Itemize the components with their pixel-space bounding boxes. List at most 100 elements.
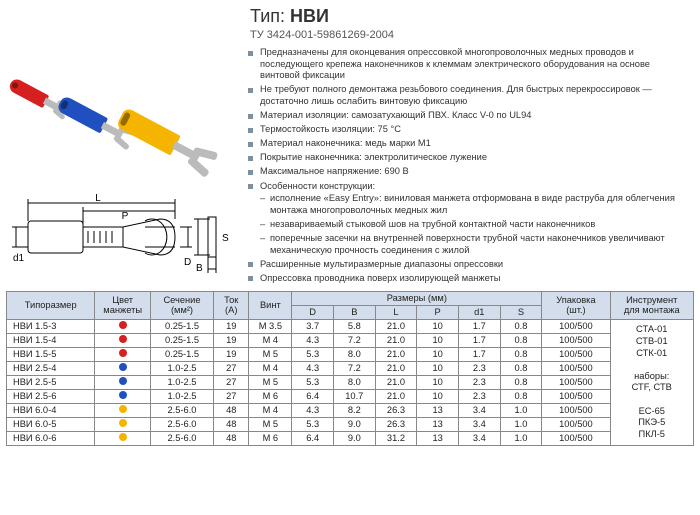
cell: 26.3 — [375, 403, 417, 417]
th-amp: Ток (А) — [214, 291, 249, 319]
svg-text:d1: d1 — [13, 253, 25, 264]
cell: 48 — [214, 431, 249, 445]
th-D: D — [292, 305, 334, 319]
cell: 1.7 — [458, 333, 500, 347]
tools-cell: СТА-01СТВ-01СТК-01 наборы:СТF, СТВ ЕС-65… — [610, 319, 693, 445]
cell: 0.25-1.5 — [150, 319, 213, 333]
cell: 48 — [214, 403, 249, 417]
cell: М 3.5 — [249, 319, 292, 333]
cell — [95, 347, 151, 361]
table-row: НВИ 6.0-42.5-6.048М 44.38.226.3133.41.01… — [7, 403, 694, 417]
bullet-item: Материал изоляции: самозатухающий ПВХ. К… — [248, 110, 690, 122]
table-row: НВИ 6.0-62.5-6.048М 66.49.031.2133.41.01… — [7, 431, 694, 445]
cell: 19 — [214, 347, 249, 361]
cell: 21.0 — [375, 333, 417, 347]
svg-text:P: P — [122, 211, 129, 222]
cell: 5.3 — [292, 375, 334, 389]
cell: НВИ 6.0-5 — [7, 417, 95, 431]
cell — [95, 361, 151, 375]
cell: 8.0 — [333, 375, 375, 389]
bullet-item: Максимальное напряжение: 690 В — [248, 166, 690, 178]
cell: 27 — [214, 361, 249, 375]
cell — [95, 389, 151, 403]
cell: 8.2 — [333, 403, 375, 417]
cell: 0.8 — [500, 347, 542, 361]
table-row: НВИ 1.5-30.25-1.519М 3.53.75.821.0101.70… — [7, 319, 694, 333]
svg-text:L: L — [95, 193, 101, 204]
cell: НВИ 2.5-6 — [7, 389, 95, 403]
schematic-svg: L P d1 D B S — [10, 191, 240, 286]
table-row: НВИ 2.5-61.0-2.527М 66.410.721.0102.30.8… — [7, 389, 694, 403]
cell: 9.0 — [333, 431, 375, 445]
bullet-sub-item: исполнение «Easy Entry»: виниловая манже… — [260, 193, 690, 216]
cell: М 6 — [249, 389, 292, 403]
cell: НВИ 2.5-5 — [7, 375, 95, 389]
th-L: L — [375, 305, 417, 319]
th-tool: Инструмент для монтажа — [610, 291, 693, 319]
bullet-item: Расширенные мультиразмерные диапазоны оп… — [248, 259, 690, 271]
cell: НВИ 2.5-4 — [7, 361, 95, 375]
description-column: Предназначены для оконцевания опрессовко… — [248, 47, 700, 287]
cell: 1.0-2.5 — [150, 375, 213, 389]
cell: 27 — [214, 389, 249, 403]
cell: 21.0 — [375, 347, 417, 361]
cell: 13 — [417, 417, 459, 431]
cell: 100/500 — [542, 417, 610, 431]
cell: 4.3 — [292, 403, 334, 417]
cell: 3.4 — [458, 417, 500, 431]
cell: 26.3 — [375, 417, 417, 431]
bullet-item: Не требуют полного демонтажа резьбового … — [248, 84, 690, 107]
table-row: НВИ 1.5-40.25-1.519М 44.37.221.0101.70.8… — [7, 333, 694, 347]
cell: 5.8 — [333, 319, 375, 333]
svg-text:S: S — [222, 233, 229, 244]
cell: 0.8 — [500, 375, 542, 389]
cell: 0.8 — [500, 319, 542, 333]
cell — [95, 333, 151, 347]
svg-text:B: B — [196, 263, 203, 274]
terminal-illustration — [6, 47, 246, 187]
cell: 3.4 — [458, 431, 500, 445]
image-column: L P d1 D B S — [0, 47, 248, 287]
th-pack: Упаковка (шт.) — [542, 291, 610, 319]
cell: 2.3 — [458, 375, 500, 389]
cell: 6.4 — [292, 431, 334, 445]
cell: М 4 — [249, 361, 292, 375]
spec-table: Типоразмер Цвет манжеты Сечение (мм²) То… — [6, 291, 694, 446]
cell: 100/500 — [542, 347, 610, 361]
dimension-schematic: L P d1 D B S — [10, 191, 240, 286]
bullet-item: Покрытие наконечника: электролитическое … — [248, 152, 690, 164]
cell: 2.5-6.0 — [150, 403, 213, 417]
th-P: P — [417, 305, 459, 319]
cell: 2.3 — [458, 389, 500, 403]
cell: НВИ 1.5-5 — [7, 347, 95, 361]
cell: 13 — [417, 403, 459, 417]
bullet-item: Материал наконечника: медь марки М1 — [248, 138, 690, 150]
bullet-item: Термостойкость изоляции: 75 °С — [248, 124, 690, 136]
cell: 100/500 — [542, 361, 610, 375]
cell: 48 — [214, 417, 249, 431]
bullet-sub-item: незавариваемый стыковой шов на трубной к… — [260, 219, 690, 231]
cell: 100/500 — [542, 403, 610, 417]
cell: 27 — [214, 375, 249, 389]
cell: 10 — [417, 347, 459, 361]
cell: 1.0-2.5 — [150, 361, 213, 375]
bullet-item: Опрессовка проводника поверх изолирующей… — [248, 273, 690, 285]
cell: 8.0 — [333, 347, 375, 361]
cell: 1.7 — [458, 319, 500, 333]
cell: 4.3 — [292, 361, 334, 375]
cell: М 6 — [249, 431, 292, 445]
table-row: НВИ 1.5-50.25-1.519М 55.38.021.0101.70.8… — [7, 347, 694, 361]
th-screw: Винт — [249, 291, 292, 319]
cell: 100/500 — [542, 375, 610, 389]
bullet-features: Особенности конструкции:исполнение «Easy… — [248, 181, 690, 257]
cell: НВИ 1.5-4 — [7, 333, 95, 347]
cell: 21.0 — [375, 375, 417, 389]
cell: 0.25-1.5 — [150, 333, 213, 347]
cell: 13 — [417, 431, 459, 445]
cell: М 5 — [249, 347, 292, 361]
th-S: S — [500, 305, 542, 319]
cell: 3.7 — [292, 319, 334, 333]
cell: 0.8 — [500, 389, 542, 403]
th-B: B — [333, 305, 375, 319]
cell — [95, 403, 151, 417]
